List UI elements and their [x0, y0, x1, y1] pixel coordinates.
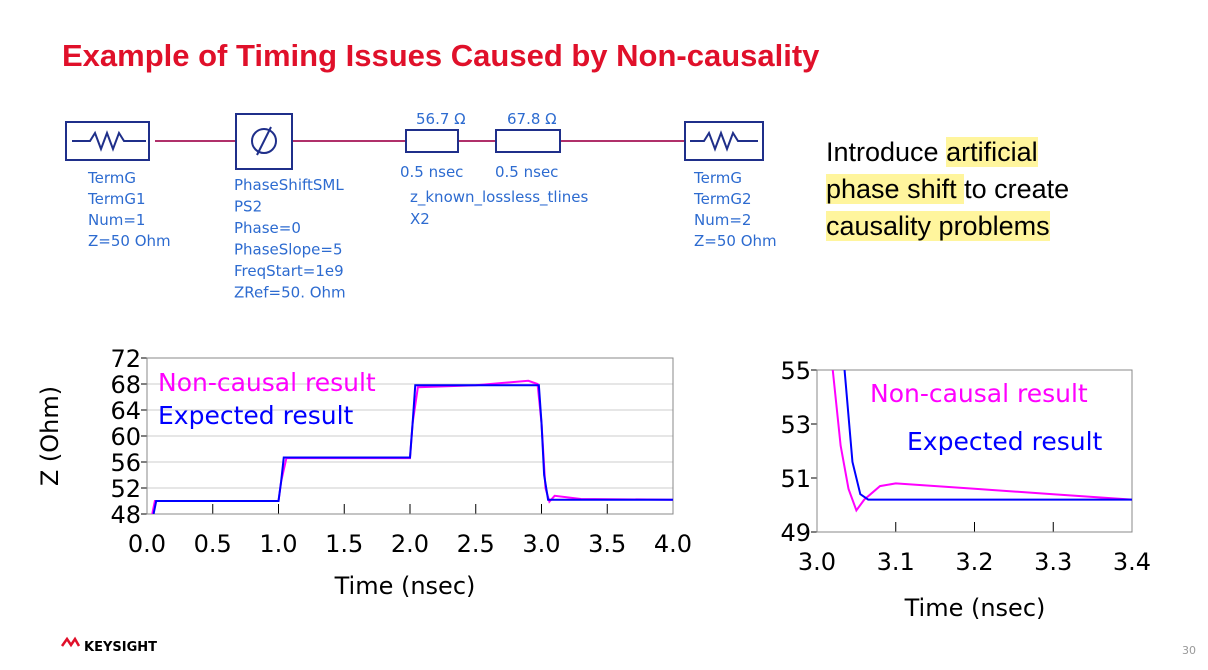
x-tick-label: 3.1 [877, 548, 915, 576]
y-tick-label: 72 [110, 345, 141, 373]
legend-entry: Non-causal result [158, 368, 376, 397]
schematic-label: FreqStart=1e9 [234, 262, 344, 280]
y-axis-label: Z (Ohm) [36, 386, 64, 486]
y-tick-label: 53 [780, 411, 811, 439]
schematic-label: ZRef=50. Ohm [234, 284, 346, 302]
callout-text: phase shift [826, 174, 965, 204]
y-tick-label: 49 [780, 519, 811, 547]
schematic-labels: TermG TermG1 Num=1 Z=50 Ohm PhaseShiftSML PS2… [87, 110, 777, 302]
tline-delay: 0.5 nsec [495, 163, 558, 181]
schematic-label: PhaseShiftSML [234, 176, 344, 194]
slide-title: Example of Timing Issues Caused by Non-c… [62, 38, 820, 73]
y-tick-label: 51 [780, 465, 811, 493]
series-line [843, 370, 1132, 501]
schematic-label: Z=50 Ohm [694, 232, 777, 250]
legend-entry: Non-causal result [870, 379, 1088, 408]
plot-frame [146, 357, 674, 515]
schematic [65, 113, 764, 170]
callout-line: Introduce artificial [826, 134, 1069, 171]
x-tick-label: 3.0 [798, 548, 836, 576]
x-axis-label: Time (nsec) [904, 594, 1046, 622]
y-tick-label: 60 [110, 423, 141, 451]
schematic-label: PhaseSlope=5 [234, 241, 343, 259]
schematic-label: TermG1 [87, 190, 146, 208]
series-line [152, 384, 673, 514]
schematic-label: Num=2 [694, 211, 751, 229]
x-tick-label: 1.0 [259, 530, 297, 558]
x-tick-label: 3.2 [955, 548, 993, 576]
tline-impedance: 56.7 Ω [416, 110, 466, 128]
x-tick-label: 1.5 [325, 530, 363, 558]
x-tick-label: 0.5 [194, 530, 232, 558]
x-axis-label: Time (nsec) [334, 572, 476, 600]
x-tick-label: 3.5 [588, 530, 626, 558]
schematic-label: TermG [693, 169, 742, 187]
tline-delay: 0.5 nsec [400, 163, 463, 181]
x-tick-label: 3.0 [522, 530, 560, 558]
y-tick-label: 48 [110, 501, 141, 529]
callout-line: phase shift to create [826, 171, 1069, 208]
callout-text: to create [964, 174, 1070, 204]
y-tick-label: 56 [110, 449, 141, 477]
y-tick-label: 52 [110, 475, 141, 503]
callout-text: Introduce [826, 137, 947, 167]
chart: 49 51 53 55 3.0 3.1 3.2 3.3 3.4 Non-causal result… [780, 357, 1151, 622]
x-tick-label: 0.0 [128, 530, 166, 558]
plot-frame [816, 369, 1133, 533]
x-tick-label: 4.0 [654, 530, 692, 558]
schematic-label: Num=1 [88, 211, 145, 229]
series-line [831, 370, 1132, 513]
schematic-label: Phase=0 [234, 219, 301, 237]
y-tick-label: 68 [110, 371, 141, 399]
y-tick-label: 64 [110, 397, 141, 425]
x-tick-label: 2.5 [457, 530, 495, 558]
page-number: 30 [1182, 644, 1196, 657]
schematic-label: TermG [87, 169, 136, 187]
schematic-label: TermG2 [693, 190, 752, 208]
callout-line: causality problems [826, 208, 1069, 245]
schematic-label: PS2 [234, 198, 262, 216]
callout: Introduce artificial phase shift to creat… [826, 134, 1069, 245]
y-tick-label: 55 [780, 357, 811, 385]
footer-logo: KEYSIGHT [84, 640, 157, 655]
callout-text: artificial [946, 137, 1038, 167]
x-tick-label: 3.4 [1113, 548, 1151, 576]
callout-text: causality problems [826, 211, 1050, 241]
tline-impedance: 67.8 Ω [507, 110, 557, 128]
schematic-label: Z=50 Ohm [88, 232, 171, 250]
legend-entry: Expected result [158, 401, 354, 430]
x-tick-label: 2.0 [391, 530, 429, 558]
logo-mark [60, 636, 81, 648]
legend-entry: Expected result [907, 427, 1103, 456]
x-tick-label: 3.3 [1034, 548, 1072, 576]
tline-label: X2 [410, 210, 430, 228]
tline-label: z_known_lossless_tlines [410, 188, 588, 207]
